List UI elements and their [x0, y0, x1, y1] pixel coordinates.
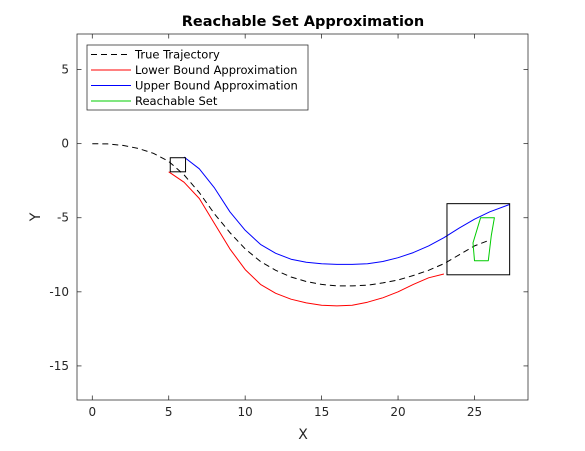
x-tick-label: 25	[467, 405, 482, 419]
y-tick-label: -5	[57, 211, 69, 225]
y-tick-label: -10	[49, 285, 69, 299]
x-tick-label: 20	[390, 405, 405, 419]
x-axis-label: X	[298, 427, 308, 443]
zoom-box-2	[446, 203, 511, 276]
x-tick-label: 10	[238, 405, 253, 419]
x-tick-label: 15	[314, 405, 329, 419]
legend-label-reachable-set: Reachable Set	[135, 94, 218, 108]
series-line-true-trajectory	[92, 143, 490, 287]
legend-label-true-trajectory: True Trajectory	[134, 48, 220, 62]
zoom-box-1	[169, 157, 187, 173]
chart-title: Reachable Set Approximation	[182, 14, 424, 30]
legend-label-upper-bound: Upper Bound Approximation	[135, 79, 298, 93]
series-line-reachable-set	[472, 217, 495, 262]
legend: True Trajectory Lower Bound Approximatio…	[86, 44, 309, 111]
x-tick-label: 0	[88, 405, 96, 419]
y-tick-label: 5	[61, 63, 69, 77]
y-tick-label: -15	[49, 359, 69, 373]
y-tick-label: 0	[61, 137, 69, 151]
y-axis-label: Y	[28, 212, 44, 222]
legend-box	[86, 44, 309, 111]
axis-ticks: 0 5 10 15 20 25 5 0 -5 -10 -15	[49, 34, 528, 419]
series-line-lower-bound-approximation	[168, 171, 445, 307]
series-line-upper-bound-approximation	[183, 156, 510, 265]
zoom-boxes	[169, 157, 511, 276]
legend-label-lower-bound: Lower Bound Approximation	[135, 63, 297, 77]
series-group	[92, 143, 510, 307]
x-tick-label: 5	[165, 405, 173, 419]
axes-frame	[76, 33, 529, 401]
